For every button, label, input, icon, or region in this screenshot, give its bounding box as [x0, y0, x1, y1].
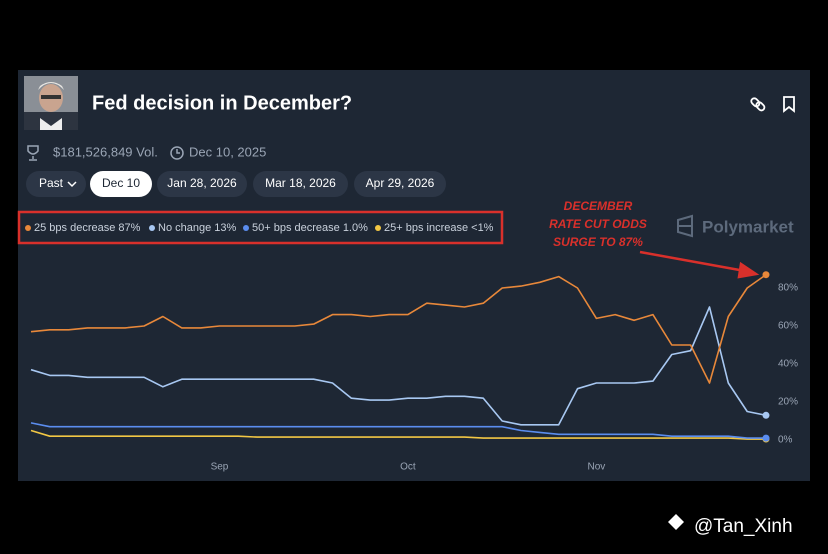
- y-tick-label: 20%: [778, 397, 798, 408]
- watermark: @Tan_Xinh: [668, 514, 793, 537]
- volume: $181,526,849 Vol.: [53, 144, 158, 159]
- brand: Polymarket: [677, 214, 794, 238]
- title: Fed decision in December?: [92, 92, 352, 114]
- legend-label: 25+ bps increase <1%: [384, 222, 494, 234]
- link-icon[interactable]: [750, 97, 766, 112]
- date-button[interactable]: Apr 29, 2026: [354, 171, 446, 197]
- avatar: [24, 76, 78, 130]
- annotation: SURGE TO 87%: [553, 235, 643, 249]
- chevron: [67, 181, 77, 188]
- button-label: Dec 10: [102, 176, 140, 190]
- annotation-arrow: [639, 250, 760, 279]
- brand-name: Polymarket: [702, 217, 794, 236]
- x-tick-label: Oct: [400, 462, 416, 473]
- annotation: DECEMBER: [564, 199, 633, 213]
- legend-swatch: [375, 225, 381, 231]
- clock-icon: [170, 146, 184, 160]
- legend-label: No change 13%: [158, 222, 236, 234]
- series-line: [30, 422, 766, 439]
- end-dot: [762, 411, 770, 419]
- y-tick-label: 60%: [778, 321, 798, 332]
- trophy-icon: [27, 145, 39, 161]
- watermark-text: @Tan_Xinh: [694, 516, 793, 537]
- legend-swatch: [25, 225, 31, 231]
- button-label: Jan 28, 2026: [167, 176, 237, 190]
- button-bg: [253, 171, 348, 197]
- button-bg: [354, 171, 446, 197]
- legend-label: 50+ bps decrease 1.0%: [252, 222, 368, 234]
- button-bg: [26, 171, 86, 197]
- legend-swatch: [243, 225, 249, 231]
- x-tick-label: Nov: [587, 462, 605, 473]
- date-button[interactable]: Dec 10: [90, 171, 152, 197]
- filter-button[interactable]: Past: [26, 171, 86, 197]
- end-date: Dec 10, 2025: [189, 144, 266, 159]
- button-label: Apr 29, 2026: [366, 176, 435, 190]
- highlight-box: [17, 210, 504, 245]
- series-line: [30, 274, 767, 384]
- end-dot: [762, 271, 770, 279]
- date-button[interactable]: Mar 18, 2026: [253, 171, 348, 197]
- y-tick-label: 80%: [778, 283, 798, 294]
- button-label: Mar 18, 2026: [265, 176, 336, 190]
- x-tick-label: Sep: [211, 462, 229, 473]
- end-dot: [762, 434, 770, 442]
- button-bg: [90, 171, 152, 197]
- date-button[interactable]: Jan 28, 2026: [157, 171, 247, 197]
- legend-swatch: [149, 225, 155, 231]
- annotation: RATE CUT ODDS: [549, 217, 647, 231]
- button-bg: [157, 171, 247, 197]
- series-line: [30, 306, 767, 426]
- y-tick-label: 40%: [778, 359, 798, 370]
- panel: [18, 70, 810, 481]
- legend-label: 25 bps decrease 87%: [34, 222, 141, 234]
- y-tick-label: 0%: [778, 435, 793, 446]
- bookmark-icon[interactable]: [783, 96, 795, 113]
- series-line: [30, 429, 766, 440]
- button-label: Past: [39, 176, 64, 190]
